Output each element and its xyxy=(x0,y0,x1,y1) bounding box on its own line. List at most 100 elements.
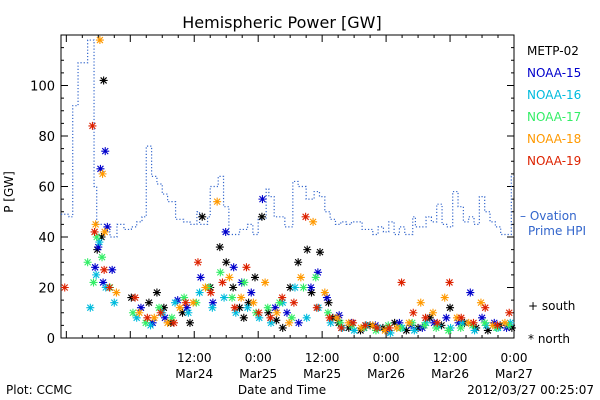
data-point xyxy=(255,313,264,322)
data-point xyxy=(163,318,172,327)
data-point xyxy=(428,308,437,317)
data-point xyxy=(167,313,176,322)
data-point xyxy=(456,323,465,332)
data-point xyxy=(239,313,248,322)
data-point xyxy=(101,147,110,156)
y-tick-label: 20 xyxy=(38,282,55,297)
data-point xyxy=(141,318,150,327)
data-point xyxy=(144,298,153,307)
data-point xyxy=(500,318,509,327)
data-point xyxy=(313,268,322,277)
data-point xyxy=(229,283,238,292)
data-point xyxy=(215,243,224,252)
data-point xyxy=(160,313,169,322)
data-point xyxy=(466,288,475,297)
data-point xyxy=(221,227,230,236)
data-point xyxy=(452,313,461,322)
data-point xyxy=(416,298,425,307)
data-point xyxy=(472,323,481,332)
data-point xyxy=(294,258,303,267)
data-point xyxy=(425,313,434,322)
data-point xyxy=(325,313,334,322)
data-point xyxy=(247,288,256,297)
x-tick-date-label: Mar27 xyxy=(495,367,533,381)
data-point xyxy=(237,293,246,302)
data-point xyxy=(169,318,178,327)
data-point xyxy=(432,323,441,332)
data-point xyxy=(91,220,100,229)
plot-frame xyxy=(60,34,515,339)
data-point xyxy=(231,308,240,317)
data-point xyxy=(143,313,152,322)
data-point xyxy=(405,318,414,327)
data-point xyxy=(112,288,121,297)
data-point xyxy=(230,303,239,312)
data-point xyxy=(392,323,401,332)
data-point xyxy=(92,233,101,241)
data-point xyxy=(91,263,100,272)
legend-entry-noaa-15: NOAA-15 xyxy=(527,66,581,80)
legend: METP-02 NOAA-15 NOAA-16 NOAA-17 NOAA-18 NOAA-… xyxy=(527,44,581,168)
data-point xyxy=(422,318,431,327)
x-tick-time-label: 12:00 xyxy=(177,351,212,365)
data-point xyxy=(206,288,215,297)
data-point xyxy=(326,318,335,327)
data-point xyxy=(257,212,266,221)
data-point xyxy=(181,298,190,307)
data-point xyxy=(324,308,333,317)
series-metp-02 xyxy=(93,76,516,335)
data-point xyxy=(316,248,325,257)
data-point xyxy=(150,313,159,322)
series-noaa-15 xyxy=(91,147,511,335)
data-point xyxy=(175,303,184,312)
data-point xyxy=(110,298,119,307)
data-point xyxy=(285,318,294,327)
data-point xyxy=(492,323,501,332)
data-point xyxy=(218,278,227,287)
data-point xyxy=(249,298,258,307)
data-point xyxy=(324,298,333,307)
data-point xyxy=(60,283,69,292)
data-point xyxy=(307,288,316,297)
y-axis: 0 20 40 60 80 100 xyxy=(30,34,514,347)
data-point xyxy=(373,323,382,332)
y-tick-label: 100 xyxy=(30,80,55,95)
data-point xyxy=(250,273,259,282)
data-point xyxy=(272,308,281,317)
data-point xyxy=(409,308,418,317)
data-point xyxy=(303,245,312,254)
data-point xyxy=(100,265,109,274)
data-point xyxy=(350,326,359,335)
data-point xyxy=(468,321,477,330)
data-point xyxy=(286,283,295,292)
data-points-layer xyxy=(60,36,516,337)
x-axis: 12:00 Mar24 0:00 Mar25 12:00 Mar25 0:00 Mar26 12… xyxy=(65,35,533,381)
data-point xyxy=(414,323,423,332)
data-point xyxy=(105,283,114,292)
data-point xyxy=(228,293,237,302)
data-point xyxy=(464,318,473,327)
series-noaa-19 xyxy=(60,121,514,332)
data-point xyxy=(420,321,429,330)
data-point xyxy=(96,164,105,173)
data-point xyxy=(320,288,329,297)
data-point xyxy=(135,308,144,317)
data-point xyxy=(482,321,491,330)
data-point xyxy=(100,227,109,236)
data-point xyxy=(89,278,98,287)
x-tick-date-label: Mar26 xyxy=(367,367,405,381)
data-point xyxy=(344,318,353,327)
data-point xyxy=(108,265,117,274)
data-point xyxy=(88,121,97,130)
data-point xyxy=(263,303,272,312)
ovation-legend-line2: Prime HPI xyxy=(528,224,586,238)
data-point xyxy=(132,313,141,322)
y-tick-label: 80 xyxy=(38,130,55,145)
data-point xyxy=(504,321,513,330)
data-point xyxy=(266,313,275,322)
chart-title: Hemispheric Power [GW] xyxy=(182,13,381,32)
data-point xyxy=(201,283,210,292)
legend-entry-noaa-19: NOAA-19 xyxy=(527,154,581,168)
data-point xyxy=(488,321,497,330)
